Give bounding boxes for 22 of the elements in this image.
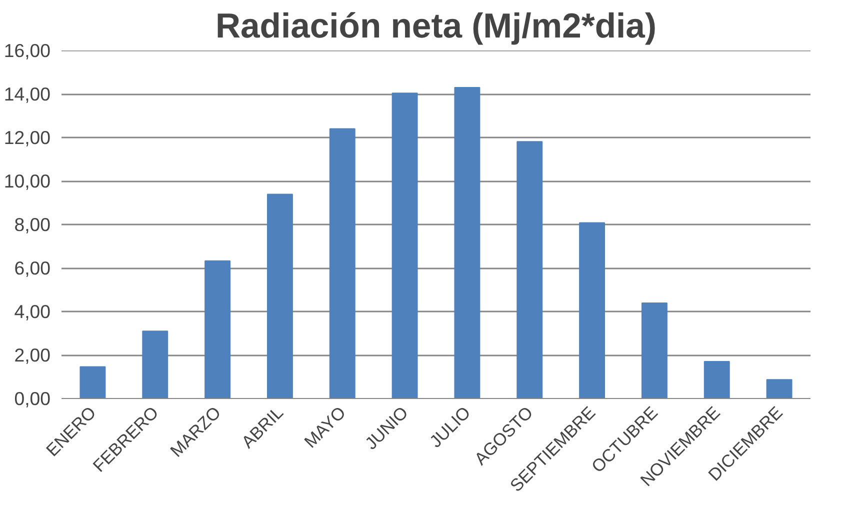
y-tick-label: 4,00 (14, 301, 50, 322)
bar (766, 379, 792, 398)
y-tick-label: 8,00 (14, 214, 50, 235)
y-tick-label: 14,00 (4, 84, 50, 104)
y-tick-label: 2,00 (14, 344, 50, 366)
y-tick-label: 0,00 (14, 388, 50, 409)
bar (392, 92, 418, 398)
bar (641, 302, 668, 398)
bar (266, 194, 293, 398)
bar (80, 366, 106, 398)
bar (454, 86, 480, 398)
bar (142, 330, 168, 398)
y-tick-label: 16,00 (4, 40, 50, 61)
y-tick-label: 12,00 (4, 127, 50, 148)
y-tick-label: 6,00 (14, 258, 50, 278)
chart-title: Radiación neta (Mj/m2*dia) (216, 8, 657, 46)
bar (579, 222, 606, 398)
bar (204, 260, 231, 398)
bar (516, 141, 543, 398)
bar (704, 361, 730, 398)
bar (329, 128, 356, 398)
y-tick-label: 10,00 (4, 170, 50, 192)
